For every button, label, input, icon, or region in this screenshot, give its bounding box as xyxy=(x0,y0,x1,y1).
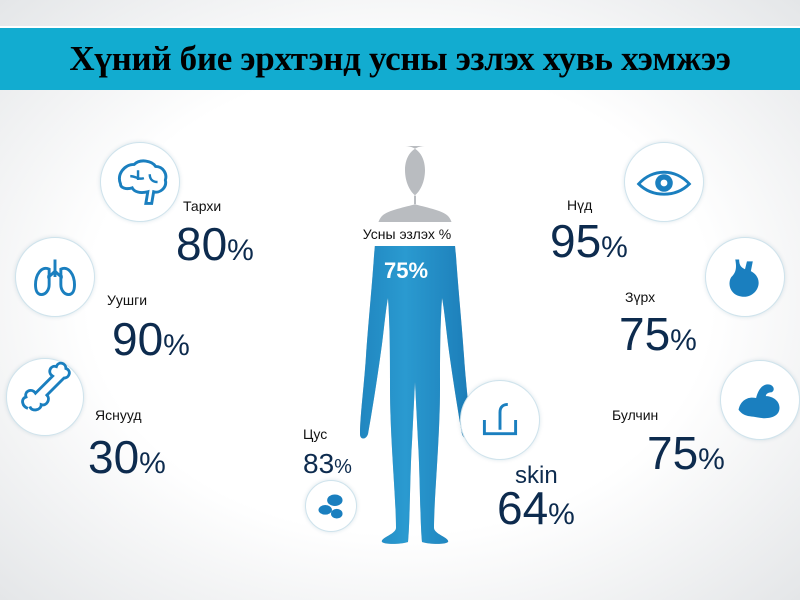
value-number: 75 xyxy=(647,427,699,479)
body-water-label: Усны эзлэх % xyxy=(348,222,466,246)
organ-label-skin: skin xyxy=(515,462,558,489)
percent-sign: % xyxy=(601,231,628,264)
value-number: 80 xyxy=(176,218,228,270)
value-number: 90 xyxy=(112,313,164,365)
percent-sign: % xyxy=(139,447,166,480)
percent-sign: % xyxy=(548,498,575,531)
percent-sign: % xyxy=(698,443,725,476)
percent-sign: % xyxy=(227,234,254,267)
organ-label-blood: Цус xyxy=(303,426,328,442)
skin-icon xyxy=(460,380,540,460)
organ-value-brain: 80% xyxy=(176,221,254,267)
value-number: 64 xyxy=(497,482,549,534)
organ-value-bones: 30% xyxy=(88,434,166,480)
organ-label-eye: Нүд xyxy=(567,197,593,213)
heart-icon xyxy=(705,237,785,317)
organ-value-heart: 75% xyxy=(619,311,697,357)
organ-value-blood: 83% xyxy=(303,450,352,478)
value-number: 30 xyxy=(88,431,140,483)
percent-sign: % xyxy=(334,456,352,478)
organ-label-brain: Тархи xyxy=(183,198,222,214)
percent-sign: % xyxy=(670,324,697,357)
organ-value-eye: 95% xyxy=(550,218,628,264)
percent-sign: % xyxy=(163,329,190,362)
page-title: Хүний бие эрхтэнд усны эзлэх хувь хэмжээ xyxy=(69,39,731,78)
organ-value-skin: 64% xyxy=(497,485,575,531)
muscle-icon xyxy=(720,360,800,440)
blood-cells-icon xyxy=(305,480,357,532)
brain-icon xyxy=(100,142,180,222)
body-water-value: 75% xyxy=(383,258,429,283)
value-number: 95 xyxy=(550,215,602,267)
organ-label-bones: Яснууд xyxy=(95,407,142,423)
human-body-figure xyxy=(360,146,470,544)
eye-icon xyxy=(624,142,704,222)
organ-label-heart: Зүрх xyxy=(625,289,656,305)
lungs-icon xyxy=(15,237,95,317)
organ-value-muscle: 75% xyxy=(647,430,725,476)
title-banner: Хүний бие эрхтэнд усны эзлэх хувь хэмжээ xyxy=(0,26,800,90)
value-number: 75 xyxy=(619,308,671,360)
bone-icon xyxy=(6,358,84,436)
organ-label-lungs: Уушги xyxy=(107,292,148,308)
organ-value-lungs: 90% xyxy=(112,316,190,362)
organ-label-muscle: Булчин xyxy=(612,407,659,423)
value-number: 83 xyxy=(303,448,335,479)
